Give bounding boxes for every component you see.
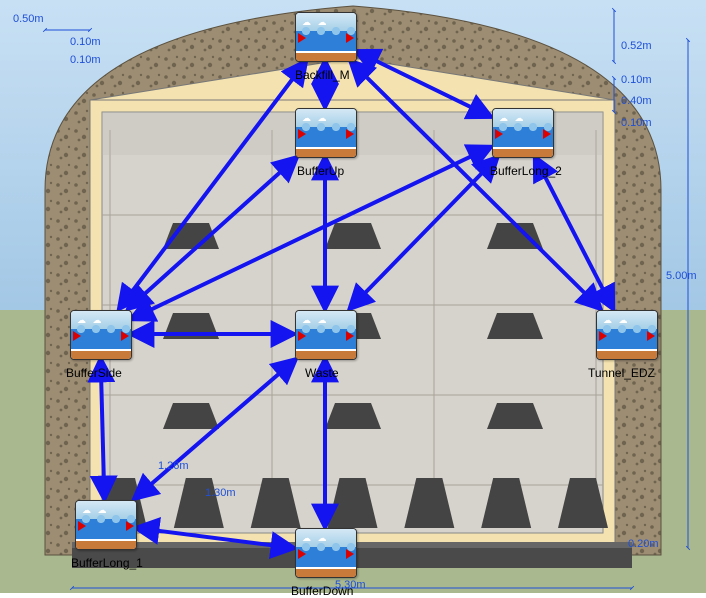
dim-label: 0.10m <box>621 74 652 86</box>
dim-label: 0.10m <box>70 36 101 48</box>
dim-label: 0.50m <box>13 13 44 25</box>
dim-label: 5.00m <box>666 270 697 282</box>
node-waste[interactable]: ☁ ☁ <box>295 310 357 360</box>
dim-label: 0.52m <box>621 40 652 52</box>
dim-label: 1.30m <box>205 487 236 499</box>
node-label-waste: Waste <box>305 366 339 380</box>
node-label-tunnel_edz: Tunnel_EDZ <box>588 366 655 380</box>
node-label-bufferside: BufferSide <box>66 366 122 380</box>
dim-label: 5.30m <box>335 579 366 591</box>
node-bufferside[interactable]: ☁ ☁ <box>70 310 132 360</box>
node-label-bufferup: BufferUp <box>297 164 344 178</box>
node-bufferlong1[interactable]: ☁ ☁ <box>75 500 137 550</box>
node-backfill_m[interactable]: ☁ ☁ <box>295 12 357 62</box>
node-label-backfill_m: Backfill_M <box>295 68 350 82</box>
dim-label: 1.26m <box>158 460 189 472</box>
dim-label: 0.10m <box>70 54 101 66</box>
node-tunnel_edz[interactable]: ☁ ☁ <box>596 310 658 360</box>
dim-label: 0.40m <box>621 95 652 107</box>
node-bufferdown[interactable]: ☁ ☁ <box>295 528 357 578</box>
node-bufferup[interactable]: ☁ ☁ <box>295 108 357 158</box>
dim-label: 0.10m <box>621 117 652 129</box>
dim-label: 0.20m <box>628 538 659 550</box>
node-bufferlong2[interactable]: ☁ ☁ <box>492 108 554 158</box>
node-label-bufferlong1: BufferLong_1 <box>71 556 143 570</box>
node-label-bufferlong2: BufferLong_2 <box>490 164 562 178</box>
